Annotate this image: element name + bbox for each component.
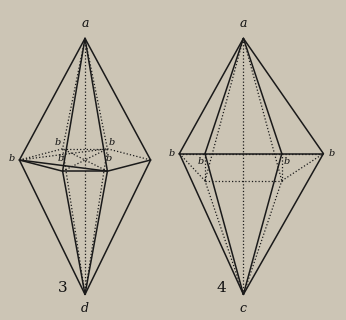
Text: b: b [58, 154, 64, 163]
Text: 4: 4 [216, 281, 226, 295]
Text: b: b [8, 154, 15, 163]
Text: d: d [81, 302, 89, 316]
Text: b: b [283, 157, 290, 166]
Text: c: c [240, 302, 247, 316]
Text: b: b [55, 138, 61, 147]
Text: b: b [197, 157, 203, 166]
Text: 3: 3 [58, 281, 67, 295]
Text: a: a [240, 17, 247, 30]
Text: b: b [169, 149, 175, 158]
Text: b: b [109, 138, 115, 147]
Text: b: b [106, 154, 112, 163]
Text: b: b [328, 149, 335, 158]
Text: a: a [81, 17, 89, 30]
